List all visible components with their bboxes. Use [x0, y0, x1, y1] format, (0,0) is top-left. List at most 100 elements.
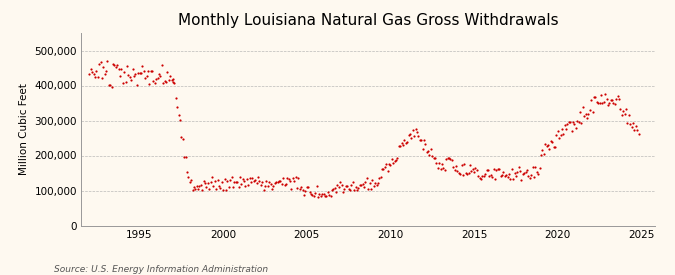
Point — [276, 182, 287, 187]
Point — [300, 189, 310, 193]
Point — [466, 169, 477, 174]
Point — [577, 105, 588, 110]
Point — [428, 156, 439, 160]
Point — [483, 168, 493, 172]
Point — [396, 141, 407, 145]
Point — [212, 178, 223, 183]
Point — [382, 168, 393, 173]
Point — [229, 180, 240, 185]
Point — [383, 161, 394, 166]
Point — [236, 182, 246, 186]
Point — [353, 185, 364, 190]
Point — [402, 139, 412, 144]
Point — [413, 134, 424, 138]
Point — [504, 171, 514, 176]
Point — [288, 175, 298, 180]
Point — [91, 69, 102, 73]
Point — [338, 190, 348, 194]
Point — [358, 185, 369, 189]
Point — [87, 70, 98, 74]
Point — [196, 183, 207, 187]
Point — [425, 146, 436, 151]
Point — [246, 180, 256, 185]
Point — [352, 188, 362, 192]
Point — [263, 184, 273, 189]
Point — [192, 187, 203, 191]
Point — [92, 75, 103, 79]
Point — [165, 73, 176, 78]
Point — [122, 64, 132, 68]
Point — [554, 136, 564, 140]
Point — [598, 100, 609, 104]
Point — [247, 176, 258, 180]
Point — [240, 184, 251, 189]
Point — [582, 116, 593, 120]
Point — [307, 193, 318, 197]
Point — [574, 110, 585, 114]
Point — [329, 186, 340, 191]
Point — [153, 76, 163, 80]
Point — [442, 155, 453, 160]
Point — [471, 168, 482, 172]
Point — [98, 65, 109, 69]
Point — [534, 166, 545, 170]
Point — [179, 155, 190, 159]
Point — [500, 174, 510, 178]
Point — [533, 171, 543, 176]
Point — [416, 138, 427, 142]
Point — [545, 139, 556, 144]
Point — [555, 132, 566, 137]
Point — [319, 194, 330, 198]
Point — [289, 178, 300, 183]
Point — [101, 69, 111, 73]
Point — [107, 62, 118, 66]
Point — [616, 113, 627, 117]
Point — [136, 70, 146, 75]
Point — [328, 187, 339, 191]
Point — [342, 183, 352, 188]
Point — [191, 184, 202, 189]
Point — [318, 192, 329, 196]
Point — [99, 72, 110, 76]
Point — [302, 185, 313, 189]
Point — [375, 175, 386, 179]
Point — [387, 156, 398, 161]
Point — [293, 176, 304, 181]
Point — [510, 174, 521, 178]
Point — [495, 174, 506, 178]
Point — [175, 118, 186, 122]
Point — [373, 181, 383, 185]
Point — [331, 190, 342, 194]
Point — [154, 71, 165, 76]
Point — [388, 161, 399, 165]
Point — [336, 183, 347, 188]
Point — [619, 111, 630, 116]
Point — [360, 180, 371, 185]
Point — [487, 175, 497, 180]
Point — [438, 166, 449, 170]
Point — [398, 143, 408, 148]
Point — [515, 169, 526, 173]
Point — [113, 67, 124, 71]
Point — [167, 80, 178, 84]
Point — [225, 178, 236, 182]
Point — [379, 165, 390, 170]
Point — [282, 176, 293, 180]
Text: Source: U.S. Energy Information Administration: Source: U.S. Energy Information Administ… — [54, 265, 268, 274]
Point — [103, 83, 114, 87]
Point — [370, 180, 381, 185]
Point — [281, 182, 292, 187]
Point — [286, 187, 297, 191]
Point — [615, 107, 626, 112]
Point — [509, 170, 520, 175]
Point — [595, 93, 606, 98]
Point — [186, 178, 196, 182]
Point — [518, 172, 529, 176]
Point — [464, 163, 475, 167]
Point — [184, 180, 195, 184]
Point — [120, 80, 131, 85]
Point — [261, 179, 272, 183]
Point — [277, 176, 288, 180]
Point — [366, 186, 377, 191]
Point — [298, 193, 309, 197]
